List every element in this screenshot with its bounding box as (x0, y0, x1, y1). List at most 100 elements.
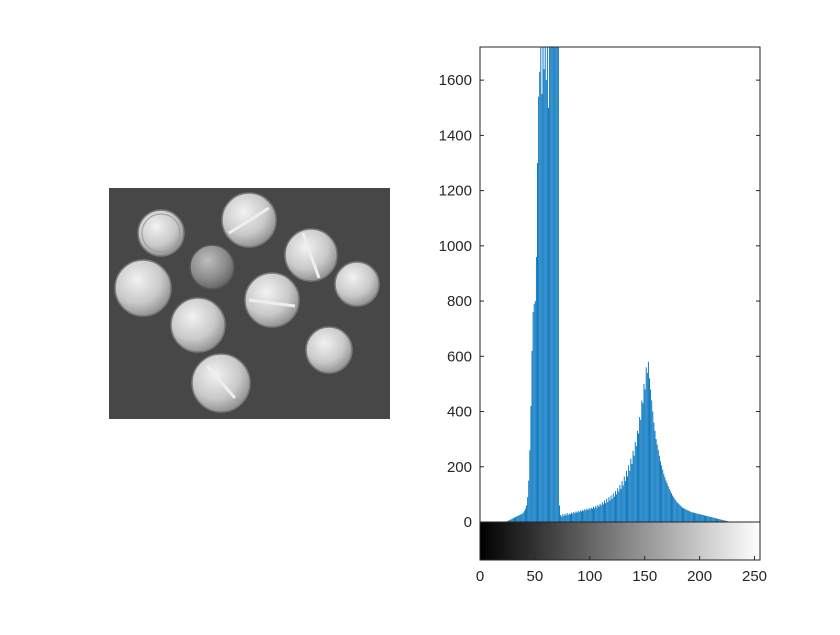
histogram-bar (661, 465, 662, 522)
x-tick-label: 50 (527, 568, 544, 585)
histogram-bar (641, 400, 642, 522)
histogram-bar (638, 434, 639, 522)
histogram-bar (514, 518, 515, 522)
histogram-bar (590, 509, 591, 522)
histogram-bar (523, 513, 524, 522)
histogram-bar (518, 515, 519, 522)
histogram-bar (566, 515, 567, 522)
histogram-bar (663, 474, 664, 522)
y-tick-label: 400 (447, 404, 472, 421)
histogram-bar (653, 423, 654, 522)
histogram-bar (671, 493, 672, 522)
histogram-bar (539, 72, 540, 522)
histogram-bar (617, 488, 618, 522)
histogram-bar (597, 505, 598, 522)
histogram-bar (626, 471, 627, 522)
histogram-bar (680, 505, 681, 522)
histogram-bar (607, 502, 608, 522)
histogram-bar (696, 513, 697, 522)
histogram-bar (682, 508, 683, 522)
histogram-bar (526, 505, 527, 522)
histogram-bar (551, 47, 552, 522)
histogram-bar (574, 513, 575, 522)
histogram-bar (543, 47, 544, 522)
y-tick-label: 600 (447, 348, 472, 365)
histogram-bar (559, 505, 560, 522)
histogram-bar (714, 518, 715, 522)
histogram-bar (678, 503, 679, 522)
histogram-bar (637, 431, 638, 522)
histogram-bar (662, 470, 663, 522)
histogram-bar (522, 514, 523, 522)
histogram-bar (552, 47, 553, 522)
histogram-bar (521, 514, 522, 522)
histogram-bar (628, 465, 629, 522)
histogram-bar (517, 516, 518, 522)
histogram-bar (614, 497, 615, 522)
histogram-bar (588, 510, 589, 522)
histogram-bar (595, 506, 596, 522)
histogram-bar (611, 495, 612, 522)
histogram-bar (656, 439, 657, 522)
histogram-bar (657, 445, 658, 522)
histogram-bar (580, 510, 581, 522)
histogram-bar (616, 494, 617, 522)
x-tick-label: 150 (632, 568, 657, 585)
histogram-bar (713, 518, 714, 522)
histogram-bar (711, 517, 712, 522)
histogram-bar (563, 516, 564, 522)
histogram-bar (679, 504, 680, 522)
histogram-bar (704, 515, 705, 522)
histogram-bar (572, 514, 573, 522)
histogram-bar (644, 384, 645, 522)
histogram-bar (593, 507, 594, 522)
histogram-bar (612, 499, 613, 522)
histogram-bar (624, 476, 625, 522)
histogram-bar (634, 456, 635, 522)
histogram-bar (639, 417, 640, 522)
histogram-bar (613, 493, 614, 522)
histogram-bar (561, 516, 562, 522)
histogram-bar (537, 163, 538, 522)
histogram-bar (610, 500, 611, 522)
histogram-bar (558, 47, 559, 522)
histogram-bar (575, 512, 576, 522)
histogram-bar (530, 406, 531, 522)
histogram-bar (705, 516, 706, 522)
histogram-bar (706, 516, 707, 522)
histogram-bar (604, 500, 605, 522)
histogram-bar (527, 497, 528, 522)
histogram-bar (690, 512, 691, 522)
histogram-bar (703, 515, 704, 522)
histogram-bar (649, 378, 650, 522)
histogram-bar (565, 514, 566, 522)
histogram-bar (513, 518, 514, 522)
histogram-bar (681, 507, 682, 522)
histogram-bar (550, 47, 551, 522)
histogram-bar (601, 505, 602, 522)
histogram-bar (519, 515, 520, 522)
histogram-bar (627, 476, 628, 522)
histogram-bar (697, 514, 698, 522)
histogram-bar (692, 512, 693, 522)
histogram-bar (650, 389, 651, 522)
grayscale-colorbar (480, 522, 760, 560)
histogram-bar (584, 509, 585, 522)
histogram-bar (623, 486, 624, 522)
histogram-bar (647, 373, 648, 522)
histogram-bar (715, 518, 716, 522)
histogram-bar (567, 513, 568, 522)
y-tick-label: 1000 (439, 238, 472, 255)
histogram-bar (651, 400, 652, 522)
histogram-bar (689, 511, 690, 522)
histogram-bar (645, 389, 646, 522)
x-tick-label: 250 (742, 568, 767, 585)
histogram-bar (674, 499, 675, 522)
histogram-bar (622, 481, 623, 522)
histogram-bar (670, 491, 671, 522)
histogram-bar (569, 514, 570, 522)
histogram-bar (672, 495, 673, 522)
x-tick-label: 0 (476, 568, 484, 585)
